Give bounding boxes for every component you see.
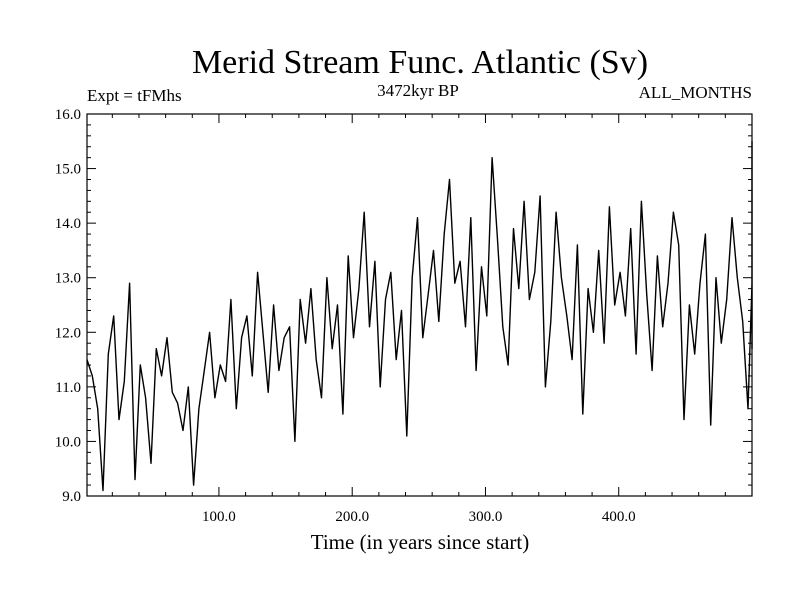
series-line <box>86 140 753 492</box>
chart-title: Merid Stream Func. Atlantic (Sv) <box>192 44 648 81</box>
x-axis-label: Time (in years since start) <box>311 530 530 554</box>
axis-ticks: 9.0 10.0 11.0 12.0 13.0 14.0 15.0 16.0 100.0 200.… <box>55 107 752 525</box>
period-label: 3472kyr BP <box>377 81 459 100</box>
y-tick-label: 14.0 <box>55 216 81 232</box>
x-tick-label: 300.0 <box>469 509 503 525</box>
y-tick-label: 15.0 <box>55 162 81 178</box>
x-tick-label: 100.0 <box>202 509 236 525</box>
y-tick-label: 10.0 <box>55 434 81 450</box>
plot-frame <box>86 113 753 497</box>
x-tick-label: 400.0 <box>602 509 636 525</box>
y-tick-label: 11.0 <box>55 380 81 396</box>
y-tick-label: 9.0 <box>62 489 81 505</box>
experiment-label: Expt = tFMhs <box>87 86 182 105</box>
y-tick-label: 12.0 <box>55 325 81 341</box>
y-tick-label: 16.0 <box>55 107 81 123</box>
y-tick-label: 13.0 <box>55 271 81 287</box>
months-label: ALL_MONTHS <box>639 83 752 102</box>
x-tick-label: 200.0 <box>335 509 369 525</box>
